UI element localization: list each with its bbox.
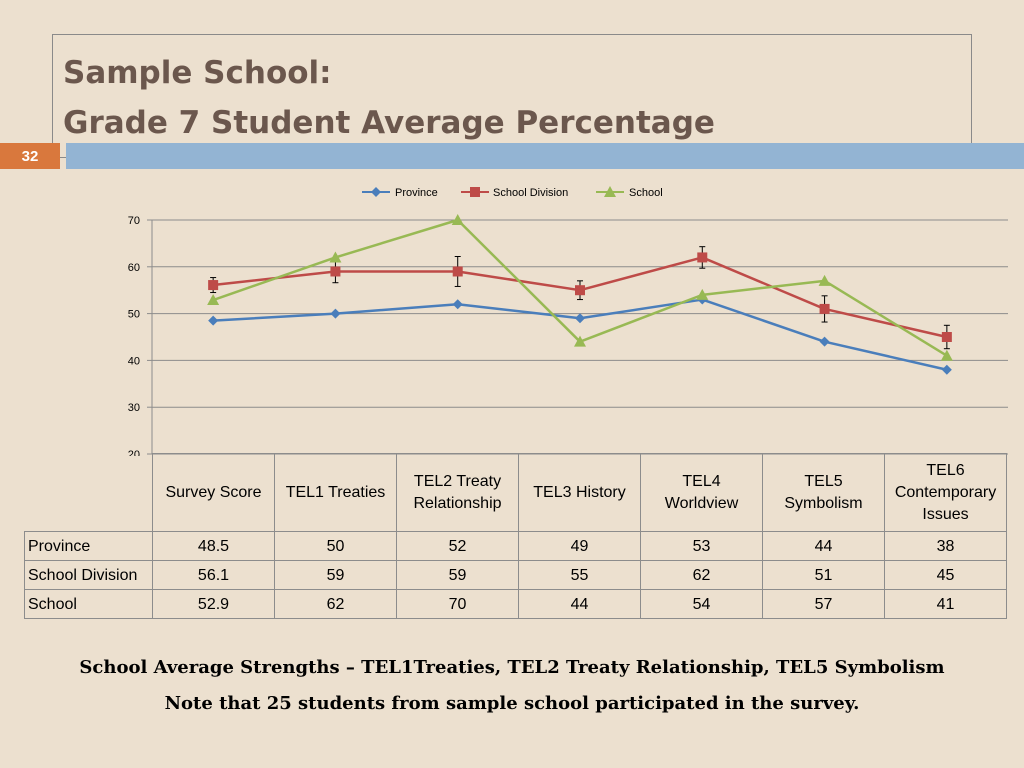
header-text: Worldview [664, 494, 739, 512]
data-point [818, 274, 831, 286]
table-cell: 44 [762, 531, 885, 561]
legend-marker [470, 187, 480, 197]
header-text: Contemporary [894, 483, 997, 501]
data-point [575, 313, 585, 324]
data-point [451, 214, 464, 225]
table-cell: 57 [762, 589, 885, 619]
table-cell: 59 [396, 560, 519, 590]
data-point [329, 251, 342, 263]
legend-entry: School Division [493, 187, 568, 199]
table-cell: 54 [640, 589, 763, 619]
table-row: School Division 56.1 59 59 55 62 51 45 [24, 560, 1007, 590]
participation-note: Note that 25 students from sample school… [164, 693, 860, 714]
data-point [452, 266, 463, 277]
header-text: Issues [922, 505, 969, 523]
row-label: Province [24, 531, 153, 561]
row-label: School Division [24, 560, 153, 590]
table-header-cell: Survey Score [152, 453, 275, 532]
row-label: School [24, 589, 153, 619]
series-line [213, 298, 948, 371]
slide-number: 32 [0, 143, 60, 169]
line-chart: 20 30 40 50 60 70 Province School Division Schoo… [128, 186, 1008, 456]
header-text: TEL5 [804, 472, 843, 490]
table-cell: 45 [884, 560, 1007, 590]
table-cell: 56.1 [152, 560, 275, 590]
slide-title-line2: Grade 7 Student Average Percentage [63, 105, 715, 141]
data-point [941, 364, 952, 375]
data-point [941, 332, 952, 342]
header-text: Symbolism [784, 494, 863, 512]
y-tick-label: 30 [128, 402, 140, 414]
data-point [330, 308, 341, 319]
table-cell: 41 [884, 589, 1007, 619]
table-cell: 52 [396, 531, 519, 561]
table-header-cell: TEL2 Treaty Relationship [396, 453, 519, 532]
data-point [208, 280, 219, 291]
data-point [940, 349, 953, 361]
header-text: TEL2 Treaty [413, 472, 502, 490]
table-cell: 50 [274, 531, 397, 561]
strengths-note: School Average Strengths – TEL1Treaties,… [79, 657, 945, 678]
header-text: TEL6 [926, 461, 965, 479]
slide-title-line1: Sample School: [63, 55, 332, 91]
table-row: School 52.9 62 70 44 54 57 41 [24, 589, 1007, 619]
table-cell: 51 [762, 560, 885, 590]
table-header-cell: TEL3 History [518, 453, 641, 532]
y-tick-label: 60 [128, 262, 140, 274]
data-point [819, 336, 830, 347]
header-text: Survey Score [165, 483, 262, 501]
table-cell: 59 [274, 560, 397, 590]
table-cell: 52.9 [152, 589, 275, 619]
header-text: Relationship [413, 494, 502, 512]
data-table: Survey Score TEL1 Treaties TEL2 Treaty Rela… [24, 453, 1007, 619]
header-text: TEL1 Treaties [285, 483, 386, 501]
y-tick-label: 20 [128, 449, 140, 456]
table-cell: 38 [884, 531, 1007, 561]
data-point [575, 285, 585, 296]
data-point [452, 299, 463, 310]
data-point [208, 315, 219, 326]
header-text: TEL3 History [533, 483, 626, 501]
legend-marker [604, 186, 616, 197]
data-point [819, 303, 830, 314]
y-tick-label: 70 [128, 215, 140, 227]
header-text: TEL4 [682, 472, 721, 490]
data-point [330, 266, 341, 277]
y-tick-label: 50 [128, 309, 140, 321]
table-header-cell: TEL6 Contemporary Issues [884, 453, 1007, 532]
table-cell: 49 [518, 531, 641, 561]
accent-bar [66, 143, 1024, 169]
title-box: Sample School: Grade 7 Student Average P… [52, 34, 972, 158]
table-header-cell: TEL4 Worldview [640, 453, 763, 532]
table-cell: 48.5 [152, 531, 275, 561]
legend-entry: School [629, 187, 663, 199]
table-header-cell: TEL1 Treaties [274, 453, 397, 532]
data-point [697, 252, 708, 263]
table-header-cell: TEL5 Symbolism [762, 453, 885, 532]
y-tick-label: 40 [128, 355, 140, 367]
table-cell: 55 [518, 560, 641, 590]
legend-entry: Province [395, 187, 438, 199]
table-cell: 70 [396, 589, 519, 619]
table-row: Province 48.5 50 52 49 53 44 38 [24, 531, 1007, 561]
table-cell: 62 [640, 560, 763, 590]
legend-marker [371, 187, 381, 197]
table-cell: 53 [640, 531, 763, 561]
table-cell: 44 [518, 589, 641, 619]
data-point [207, 294, 220, 306]
table-corner [24, 453, 153, 532]
data-point [574, 335, 586, 347]
data-point [696, 288, 709, 300]
table-cell: 62 [274, 589, 397, 619]
